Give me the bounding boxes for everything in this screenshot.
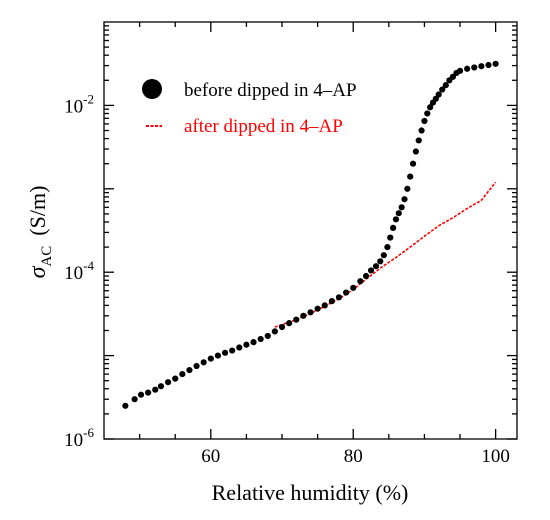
axis-ticks xyxy=(104,22,517,440)
series-before-point xyxy=(250,339,257,346)
series-before-point xyxy=(456,67,464,74)
legend-marker-before xyxy=(142,79,162,99)
series-before-point xyxy=(384,243,391,251)
series-before-point xyxy=(357,278,364,285)
series-before-point xyxy=(380,252,387,259)
series-before-point xyxy=(377,258,384,265)
series-before-point xyxy=(404,185,411,192)
series-before-point xyxy=(398,204,405,211)
series-before-point xyxy=(407,173,414,180)
series-before-point xyxy=(321,302,328,309)
x-tick-label: 80 xyxy=(344,446,363,467)
series-before-point xyxy=(415,137,422,144)
y-tick-label: 10-2 xyxy=(64,91,94,117)
series-before-point xyxy=(157,383,165,390)
series-before-point xyxy=(229,347,236,354)
series-before-point xyxy=(401,196,408,203)
series-before-point xyxy=(343,289,350,296)
series-before-point xyxy=(395,210,402,217)
series-before-point xyxy=(372,263,380,270)
y-axis-label-unit: (S/m) xyxy=(25,186,50,236)
series-before-point xyxy=(286,320,293,327)
series-before-point xyxy=(387,234,394,241)
series-before-point xyxy=(335,294,343,301)
axis-tick-labels: 60 80 100 10-6 10-4 10-2 xyxy=(64,91,510,467)
series-before-point xyxy=(439,86,446,93)
series-before-point xyxy=(307,309,314,316)
series-before-point xyxy=(193,362,200,370)
series-before-point xyxy=(471,64,478,71)
x-tick-label: 100 xyxy=(481,446,510,467)
series-before-point xyxy=(478,63,485,70)
series-before-point xyxy=(314,305,321,312)
series-before-point xyxy=(435,91,442,98)
series-before-point xyxy=(243,341,250,348)
series-before-point xyxy=(492,60,499,67)
series-before-point xyxy=(390,224,397,231)
series-before-point xyxy=(257,335,264,343)
series-before-point xyxy=(179,371,186,378)
series-before-point xyxy=(367,267,375,274)
series-before-point xyxy=(271,328,278,335)
series-before-point xyxy=(207,355,214,362)
series-before-point xyxy=(152,386,159,393)
series-before-point xyxy=(145,389,152,396)
series-before-point xyxy=(300,312,307,319)
series-before-point xyxy=(328,298,335,305)
x-axis-label: Relative humidity (%) xyxy=(212,480,409,505)
series-before-point xyxy=(172,375,179,382)
y-axis-label: σAC (S/m) xyxy=(25,186,55,279)
series-before-point xyxy=(485,61,492,69)
series-before-point xyxy=(122,402,129,409)
y-axis-label-subscript: AC xyxy=(39,246,55,267)
series-before-point xyxy=(236,344,243,351)
legend-label-before: before dipped in 4–AP xyxy=(184,80,357,101)
series-before-point xyxy=(464,65,471,72)
series-before-point xyxy=(293,316,300,323)
y-axis-label-symbol: σ xyxy=(25,265,51,278)
series-before-point xyxy=(362,272,370,280)
series-before-point xyxy=(164,379,172,386)
series-before-point xyxy=(137,391,145,398)
series-before-point xyxy=(221,349,229,356)
series-before-point xyxy=(409,160,417,167)
legend-label-after: after dipped in 4–AP xyxy=(184,116,343,137)
series-before-point xyxy=(427,104,434,111)
series-before-point xyxy=(131,396,138,403)
series-before-point xyxy=(350,284,357,291)
y-tick-label: 10-4 xyxy=(64,258,94,284)
legend: before dipped in 4–AP after dipped in 4–A… xyxy=(142,79,357,137)
series-before-point xyxy=(264,332,271,340)
series-layer xyxy=(122,60,499,409)
series-before-point xyxy=(214,352,222,359)
series-before-point xyxy=(418,127,425,134)
y-tick-label: 10-6 xyxy=(64,425,94,451)
series-before-point xyxy=(392,216,400,223)
x-tick-label: 60 xyxy=(201,446,220,467)
plot-frame xyxy=(103,21,518,440)
series-before-point xyxy=(186,367,193,374)
series-before-point xyxy=(421,117,428,125)
series-before-point xyxy=(442,82,449,89)
series-before-point xyxy=(424,110,431,117)
series-before-point xyxy=(278,323,286,331)
series-before-point xyxy=(200,359,207,366)
series-before-point xyxy=(412,148,419,155)
